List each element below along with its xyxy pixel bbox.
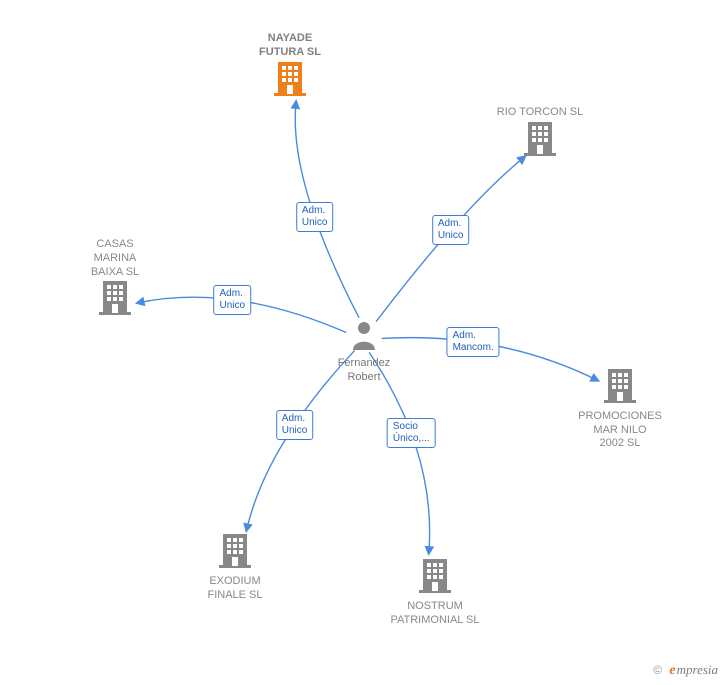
company-label: NAYADEFUTURA SL	[220, 32, 360, 60]
company-label: NOSTRUMPATRIMONIAL SL	[365, 600, 505, 628]
company-label: CASASMARINABAIXA SL	[45, 238, 185, 279]
diagram-stage: FernandezRobert NAYADEFUTURA SL RIO TORCO…	[0, 0, 728, 685]
building-icon	[550, 367, 690, 408]
edge-label-nostrum: Socio Único,...	[387, 418, 436, 448]
company-node-nayade[interactable]: NAYADEFUTURA SL	[220, 30, 360, 100]
building-icon	[365, 557, 505, 598]
building-icon	[165, 532, 305, 573]
company-node-rio[interactable]: RIO TORCON SL	[470, 104, 610, 161]
company-node-nostrum[interactable]: NOSTRUMPATRIMONIAL SL	[365, 557, 505, 627]
edge-label-rio: Adm. Unico	[432, 215, 470, 245]
brand-rest: mpresia	[677, 662, 718, 677]
center-label: FernandezRobert	[304, 357, 424, 385]
edge-label-casas: Adm. Unico	[214, 285, 252, 315]
company-node-casas[interactable]: CASASMARINABAIXA SL	[45, 236, 185, 320]
brand-initial: e	[669, 663, 675, 678]
edge-label-promo: Adm. Mancom.	[447, 327, 500, 357]
edge-label-exodium: Adm. Unico	[276, 410, 314, 440]
building-icon	[470, 120, 610, 161]
person-icon	[304, 320, 424, 355]
center-person[interactable]: FernandezRobert	[304, 320, 424, 384]
building-icon	[220, 60, 360, 101]
building-icon	[45, 279, 185, 320]
company-node-promo[interactable]: PROMOCIONESMAR NILO2002 SL	[550, 367, 690, 451]
copyright-symbol: ©	[653, 663, 662, 677]
edge-label-nayade: Adm. Unico	[296, 202, 334, 232]
company-node-exodium[interactable]: EXODIUMFINALE SL	[165, 532, 305, 602]
company-label: EXODIUMFINALE SL	[165, 575, 305, 603]
company-label: RIO TORCON SL	[470, 106, 610, 120]
company-label: PROMOCIONESMAR NILO2002 SL	[550, 410, 690, 451]
footer-credit: © empresia	[653, 662, 718, 679]
